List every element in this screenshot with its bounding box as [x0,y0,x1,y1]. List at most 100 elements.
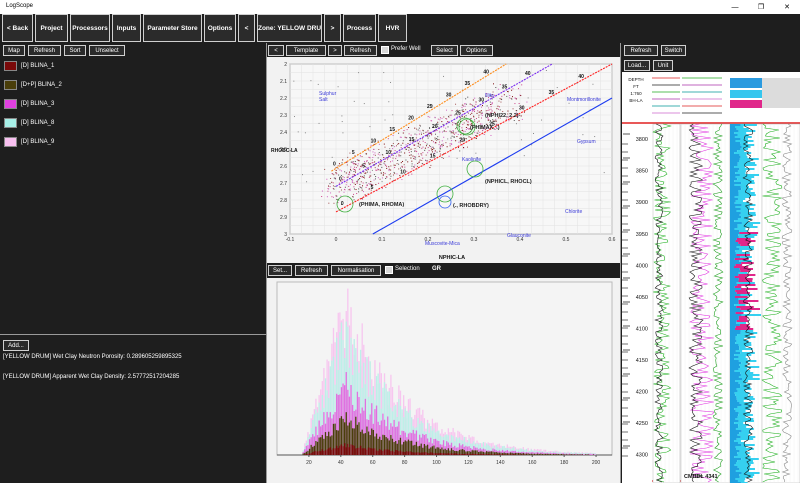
template-next-button[interactable]: > [328,45,342,56]
crossplot-area[interactable]: 2 2.1 2.2 2.3 2.4 2.5 2.6 2.7 2.8 2.9 3 -0.1 0 0.1 0.2… [267,57,620,263]
lithology-fill [739,468,755,470]
map-button[interactable]: Map [3,45,25,56]
minimize-icon[interactable]: — [731,3,739,11]
layer-swatch[interactable] [4,61,17,71]
porosity-fill [730,304,735,306]
left-divider[interactable] [266,43,267,483]
data-point [332,182,334,184]
histogram-bar [382,434,384,455]
data-point [400,147,402,149]
switch-button[interactable]: Switch [661,45,686,56]
layer-label[interactable]: [D] BLINA_1 [21,63,55,69]
hvr-button[interactable]: HVR [378,14,407,42]
data-point [420,133,422,135]
options-button[interactable]: Options [204,14,236,42]
data-point [487,113,489,115]
left-refresh-button[interactable]: Refresh [28,45,61,56]
layer-label[interactable]: [D] BLINA_8 [21,120,55,126]
load-button[interactable]: Load... [624,60,650,71]
histogram-bar [588,453,590,455]
right-divider[interactable] [620,43,621,483]
processors-button[interactable]: Processors [70,14,110,42]
data-point [454,114,456,116]
unselect-button[interactable]: Unselect [89,45,125,56]
histogram-bar [401,451,403,455]
lithology-fill [734,266,749,268]
log-bottom-label: CMHDL 4341 [684,474,718,480]
back-button[interactable]: < Back [2,14,33,42]
histogram-bar [436,447,438,455]
data-point [398,132,400,134]
parameter-store-button[interactable]: Parameter Store [143,14,202,42]
data-point [410,157,412,159]
prefer-well-checkbox[interactable] [381,46,389,54]
log-track-area[interactable]: DEPTH FT 1:760 BH-LA 3800 3850 3900 3950 4000 405… [622,72,800,483]
template-prev-button[interactable]: < [268,45,284,56]
data-point [408,154,410,156]
template-button[interactable]: Template [286,45,326,56]
data-point [414,144,416,146]
data-point [373,174,375,176]
layer-label[interactable]: [D] BLINA_3 [21,101,55,107]
select-button[interactable]: Select [431,45,458,56]
data-point [432,149,434,151]
layer-swatch[interactable] [4,137,17,147]
inputs-button[interactable]: Inputs [112,14,141,42]
porosity-fill [730,320,737,322]
histogram-bar [344,443,346,455]
histogram-refresh-button[interactable]: Refresh [295,265,328,276]
crossplot-options-button[interactable]: Options [460,45,493,56]
porosity-fill [730,192,739,194]
close-icon[interactable]: ✕ [784,4,790,11]
project-button[interactable]: Project [35,14,68,42]
histogram-svg[interactable]: 20 40 60 80 100 120 140 160 180 200 [267,278,620,483]
layer-swatch[interactable] [4,99,17,109]
data-point [384,119,386,121]
histogram-area[interactable]: 20 40 60 80 100 120 140 160 180 200 [267,278,620,483]
restore-icon[interactable]: ❐ [757,4,765,11]
x-tick-label: 0.1 [379,237,386,243]
data-point [506,116,508,118]
data-point [329,186,331,188]
histogram-bar [364,433,367,455]
log-track-svg[interactable]: DEPTHFT1:760BH-LA38003850390039504000405… [622,72,800,483]
selection-checkbox[interactable] [385,266,393,274]
layer-swatch[interactable] [4,118,17,128]
data-point [362,185,364,187]
crossplot-svg[interactable]: 22.12.22.32.42.52.62.72.82.93-0.1 0 0.1 0.2… [267,57,620,263]
layer-swatch[interactable] [4,80,17,90]
normalisation-button[interactable]: Normalisation [331,265,381,276]
porosity-fill [730,312,736,314]
density-curve [742,123,755,483]
histogram-bar [549,454,552,455]
histogram-bar [388,449,390,455]
lithology-fill [737,164,757,166]
zone-prev-button[interactable]: < [238,14,255,42]
zone-next-button[interactable]: > [324,14,341,42]
add-button[interactable]: Add... [3,340,29,351]
histogram-bar [519,454,521,455]
lithology-fill [738,130,756,132]
layer-label[interactable]: [D+P] BLINA_2 [21,82,62,88]
data-point [488,119,490,121]
porosity-fill [730,168,740,170]
lithology-fill [735,418,754,420]
zone-selector[interactable]: Zone: YELLOW DRU [257,14,322,42]
process-button[interactable]: Process [343,14,376,42]
log-refresh-button[interactable]: Refresh [624,45,658,56]
unit-button[interactable]: Unit [653,60,673,71]
crossplot-refresh-button[interactable]: Refresh [344,45,377,56]
porosity-fill [730,226,738,228]
sort-button[interactable]: Sort [64,45,86,56]
data-point [399,175,401,177]
histogram-bar [463,454,465,455]
lithology-fill [741,458,759,460]
data-point [511,96,513,98]
histogram-set-button[interactable]: Set... [268,265,292,276]
lithology-fill [734,166,745,168]
left-horizontal-divider[interactable] [0,334,266,335]
data-point [417,153,419,155]
histogram-bar [415,441,418,455]
layer-label[interactable]: [D] BLINA_9 [21,139,55,145]
data-point [358,168,360,170]
